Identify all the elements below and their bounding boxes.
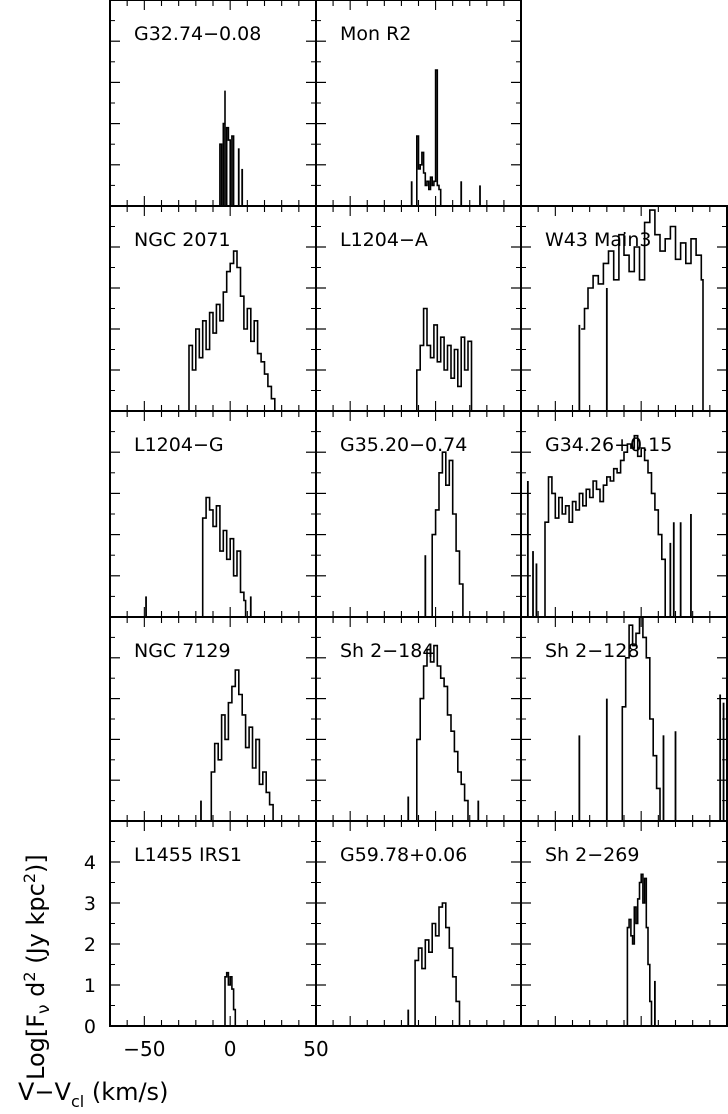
panel-7: G34.26+0.15 xyxy=(520,410,728,618)
panel-4: W43 Main3 xyxy=(520,205,728,412)
spectrum-line xyxy=(413,644,469,822)
y-tick-label: 2 xyxy=(84,934,96,956)
panel-10: Sh 2−128 xyxy=(520,616,728,822)
panel-1: Mon R2 xyxy=(315,0,522,207)
panel-label: NGC 7129 xyxy=(134,640,231,662)
spectrum-line xyxy=(413,307,473,412)
panel-label: W43 Main3 xyxy=(545,229,651,251)
panel-3: L1204−A xyxy=(315,205,522,412)
panel-label: Mon R2 xyxy=(340,23,411,45)
spectrum-line xyxy=(185,250,276,412)
panel-2: NGC 2071 xyxy=(109,205,317,412)
y-tick-label: 4 xyxy=(84,852,96,874)
panel-label: Sh 2−128 xyxy=(545,640,639,662)
x-tick-label: 50 xyxy=(303,1037,328,1061)
spectrum-line xyxy=(411,902,461,1027)
spectrum-line xyxy=(541,434,666,618)
y-tick-label: 3 xyxy=(84,893,96,915)
spectrum-line xyxy=(207,669,274,822)
x-axis-title: V−Vcl (km/s) xyxy=(18,1078,168,1111)
x-tick-label: −50 xyxy=(123,1037,165,1061)
panel-6: G35.20−0.74 xyxy=(315,410,522,618)
panel-13: Sh 2−269 xyxy=(520,820,728,1027)
panel-label: L1204−G xyxy=(134,434,224,456)
panel-label: G35.20−0.74 xyxy=(340,434,467,456)
spectrum-line xyxy=(199,496,247,618)
panel-label: G34.26+0.15 xyxy=(545,434,672,456)
x-tick-label: 0 xyxy=(224,1037,237,1061)
panel-label: NGC 2071 xyxy=(134,229,231,251)
panel-5: L1204−G xyxy=(109,410,317,618)
y-axis-title: Log[Fν d2 (Jy kpc2)] xyxy=(20,854,54,1080)
panel-12: G59.78+0.06 xyxy=(315,820,522,1027)
spectrum-line xyxy=(618,616,661,822)
panel-8: NGC 7129 xyxy=(109,616,317,822)
panel-label: G59.78+0.06 xyxy=(340,844,467,866)
panel-label: Sh 2−184 xyxy=(340,640,434,662)
spectrum-line xyxy=(428,451,464,618)
panel-11: L1455 IRS1 xyxy=(109,820,317,1027)
spectrum-line xyxy=(415,69,443,207)
panel-label: L1204−A xyxy=(340,229,428,251)
y-tick-label: 1 xyxy=(84,975,96,997)
spectrum-line xyxy=(625,873,653,1027)
spectrum-line xyxy=(218,90,236,207)
y-tick-label: 0 xyxy=(84,1016,96,1038)
panel-label: G32.74−0.08 xyxy=(134,23,261,45)
spectrum-line xyxy=(581,209,704,411)
panel-0: G32.74−0.08 xyxy=(109,0,317,207)
panel-label: Sh 2−269 xyxy=(545,844,639,866)
panel-label: L1455 IRS1 xyxy=(134,844,242,866)
panel-9: Sh 2−184 xyxy=(315,616,522,822)
spectrum-line xyxy=(223,971,237,1027)
